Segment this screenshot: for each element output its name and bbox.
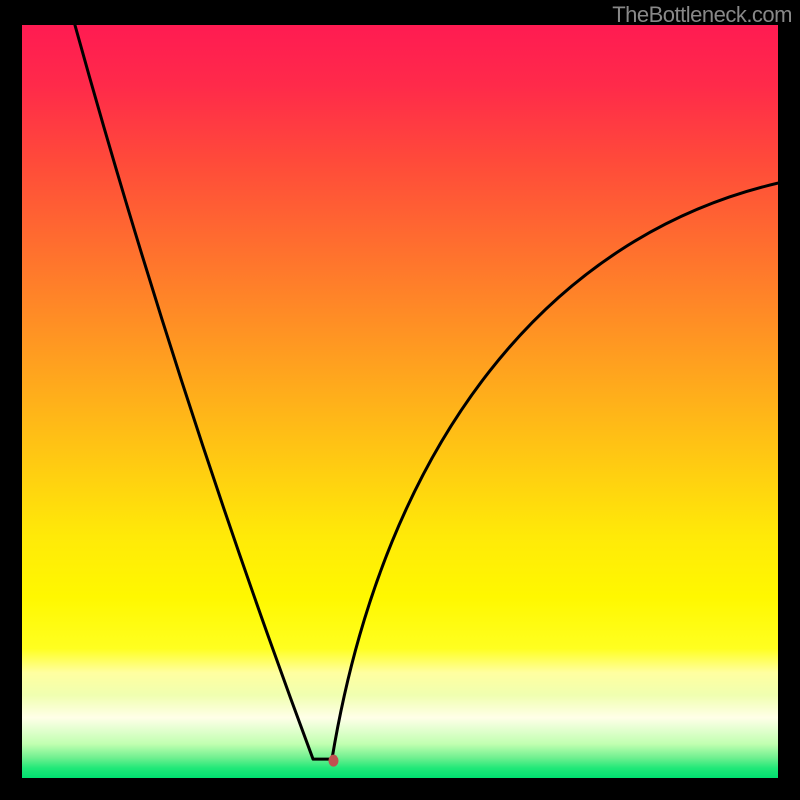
chart-container: TheBottleneck.com [0,0,800,800]
chart-svg [22,25,778,778]
optimal-point-marker [328,755,338,767]
gradient-background [22,25,778,778]
watermark-text: TheBottleneck.com [612,2,792,28]
plot-area [22,25,778,778]
